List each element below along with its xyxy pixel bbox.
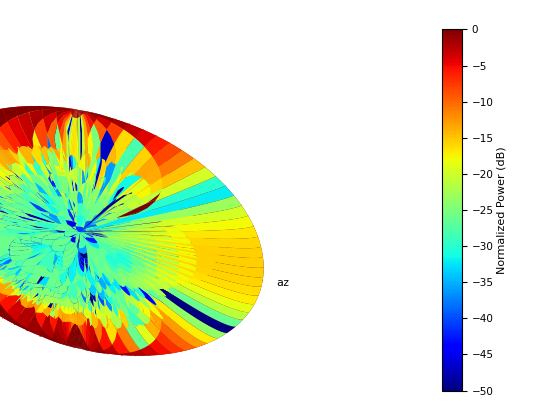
- Y-axis label: Normalized Power (dB): Normalized Power (dB): [497, 146, 506, 274]
